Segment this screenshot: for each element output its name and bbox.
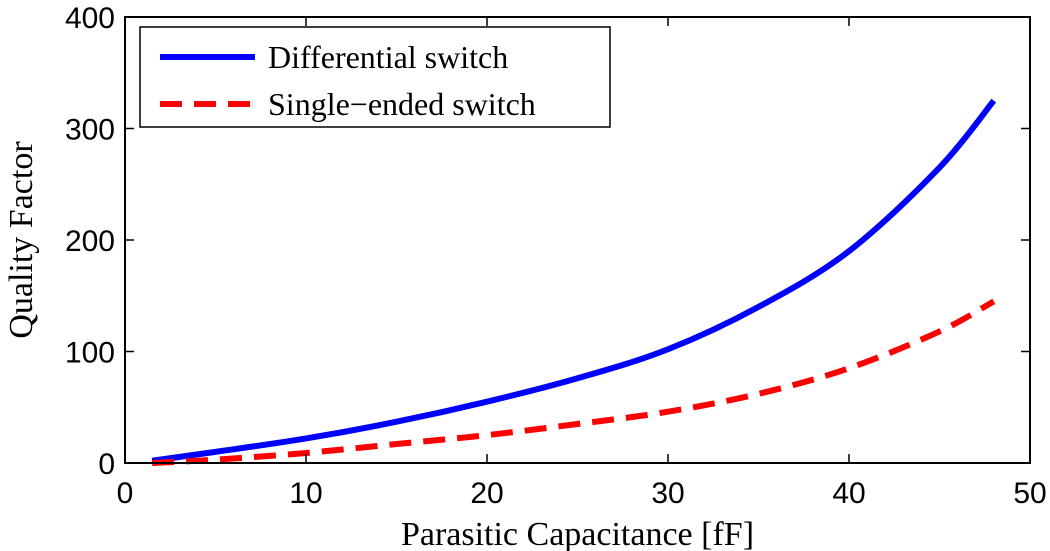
x-axis-label: Parasitic Capacitance [fF] [401, 516, 754, 551]
x-tick-label: 40 [832, 477, 865, 510]
y-axis-label: Quality Factor [3, 141, 40, 339]
y-tick-label: 300 [65, 114, 115, 147]
legend: Differential switch Single−ended switch [139, 26, 611, 128]
series-line-differential-switch [151, 98, 997, 464]
x-tick-label: 10 [289, 477, 322, 510]
y-tick-label: 400 [65, 2, 115, 35]
plot-area [151, 98, 997, 466]
y-tick-label: 0 [98, 448, 115, 481]
x-tick-label: 20 [470, 477, 503, 510]
legend-frame [139, 26, 611, 128]
legend-label-differential-switch: Differential switch [268, 39, 508, 75]
x-tick-label: 30 [651, 477, 684, 510]
x-tick-label: 0 [117, 477, 134, 510]
y-tick-label: 100 [65, 337, 115, 370]
legend-label-single-ended-switch: Single−ended switch [268, 86, 536, 122]
ticks: 0 10 20 30 40 50 0 100 200 300 400 [65, 2, 1047, 510]
series-line-single-ended-switch [151, 298, 996, 466]
x-tick-label: 50 [1013, 477, 1046, 510]
y-tick-label: 200 [65, 225, 115, 258]
